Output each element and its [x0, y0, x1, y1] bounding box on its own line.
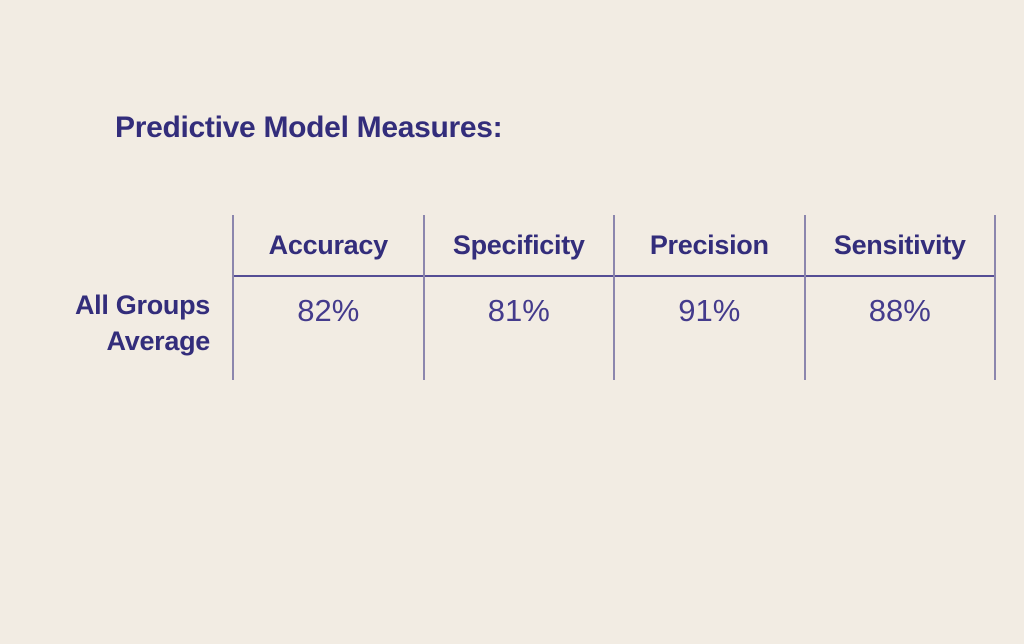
- table-column-accuracy: Accuracy 82%: [232, 215, 423, 380]
- table-column-specificity: Specificity 81%: [422, 215, 613, 380]
- column-header-specificity: Specificity: [424, 215, 613, 277]
- column-header-accuracy: Accuracy: [234, 215, 423, 277]
- table-column-sensitivity: Sensitivity 88%: [803, 215, 994, 380]
- measures-table: Accuracy 82% Specificity 81% Precision 9…: [232, 215, 996, 380]
- table-cell-sensitivity: 88%: [868, 293, 931, 328]
- table-cell-precision: 91%: [678, 293, 741, 328]
- page-title: Predictive Model Measures:: [115, 111, 503, 144]
- column-header-sensitivity: Sensitivity: [805, 215, 994, 277]
- row-label-line2: Average: [106, 326, 211, 356]
- table-row-label: All Groups Average: [30, 287, 210, 359]
- table-cell-accuracy: 82%: [297, 293, 360, 328]
- column-header-precision: Precision: [615, 215, 804, 277]
- table-column-precision: Precision 91%: [613, 215, 804, 380]
- table-cell-specificity: 81%: [487, 293, 550, 328]
- row-label-line1: All Groups: [74, 290, 210, 320]
